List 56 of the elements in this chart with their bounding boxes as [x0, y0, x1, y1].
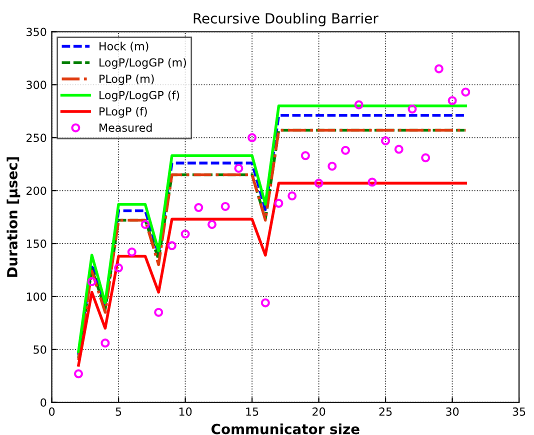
- x-tick-label: 25: [379, 407, 392, 416]
- legend-label: Hock (m): [100, 42, 148, 52]
- point: [354, 100, 364, 110]
- x-axis-title: Communicator size: [212, 424, 360, 434]
- y-axis-title: Duration [µsec]: [6, 157, 20, 277]
- point: [461, 88, 470, 97]
- point: [194, 203, 204, 212]
- point: [234, 164, 244, 173]
- line-series: [77, 182, 468, 367]
- x-tick-label: 30: [446, 407, 459, 416]
- point: [167, 241, 176, 250]
- point: [300, 151, 310, 160]
- point: [434, 64, 444, 74]
- y-tick-label: 100: [26, 292, 46, 301]
- point: [260, 298, 270, 308]
- point: [74, 369, 84, 378]
- point: [394, 144, 404, 154]
- legend-label: LogP/LogGP (f): [100, 90, 180, 102]
- point: [381, 136, 390, 146]
- legend-label: LogP/LogGP (m): [100, 58, 186, 69]
- point: [274, 198, 284, 208]
- point: [180, 229, 190, 239]
- point: [248, 133, 257, 142]
- point: [154, 308, 164, 317]
- y-tick-label: 350: [26, 28, 46, 36]
- point: [114, 263, 124, 272]
- legend-label: PLogP (m): [100, 74, 154, 86]
- point: [368, 178, 377, 187]
- x-tick-label: 0: [48, 407, 55, 416]
- point: [314, 178, 324, 188]
- point: [328, 162, 337, 171]
- y-tick-label: 0: [40, 398, 46, 407]
- point: [87, 277, 96, 286]
- point: [140, 220, 150, 229]
- y-tick-label: 150: [26, 240, 46, 248]
- point: [220, 202, 230, 211]
- x-tick-label: 20: [312, 407, 326, 416]
- point: [288, 191, 297, 200]
- legend-label: PLogP (f): [100, 106, 147, 118]
- point: [100, 338, 110, 348]
- y-tick-label: 250: [26, 134, 46, 142]
- x-tick-label: 35: [512, 407, 526, 416]
- chart-title: Recursive Doubling Barrier: [194, 12, 378, 26]
- x-tick-label: 15: [246, 408, 258, 416]
- y-tick-label: 200: [26, 186, 46, 195]
- point: [408, 104, 417, 114]
- point: [340, 146, 350, 155]
- y-tick-label: 50: [34, 345, 46, 354]
- point: [207, 220, 217, 229]
- point: [421, 153, 430, 162]
- x-tick-label: 5: [116, 408, 122, 416]
- point: [127, 247, 136, 257]
- y-tick-label: 300: [26, 80, 46, 90]
- legend-label: Measured: [100, 123, 152, 132]
- point: [448, 96, 457, 106]
- x-tick-label: 10: [179, 407, 192, 416]
